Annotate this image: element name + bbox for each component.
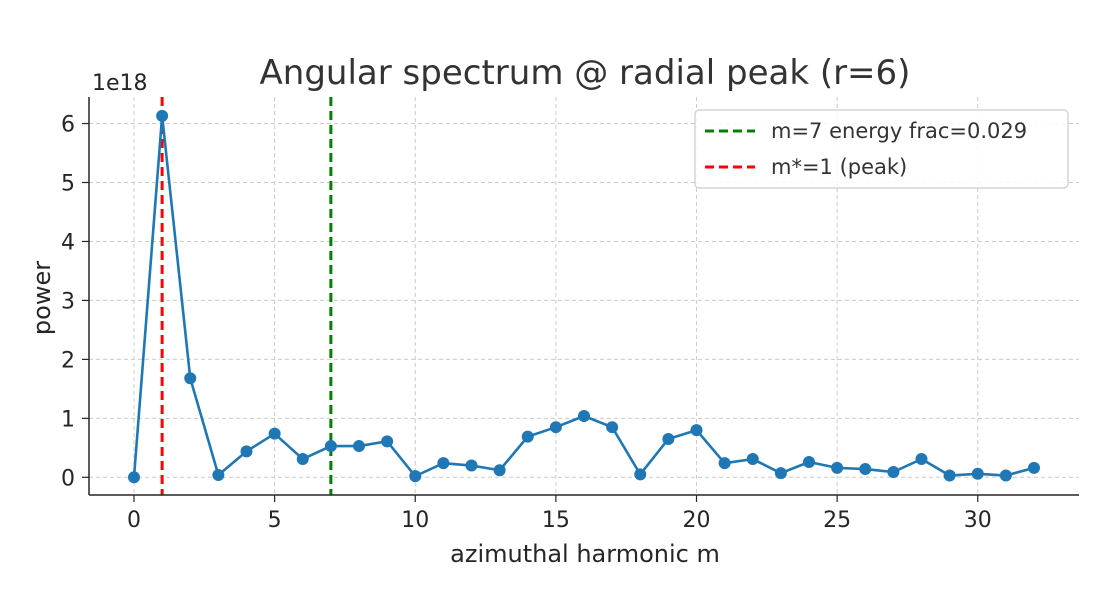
data-point-m5 bbox=[268, 427, 281, 440]
data-point-m23 bbox=[774, 467, 787, 480]
data-point-m7 bbox=[324, 440, 337, 453]
data-point-m32 bbox=[1028, 461, 1040, 474]
x-tick-label: 10 bbox=[401, 508, 429, 533]
y-axis-multiplier: 1e18 bbox=[92, 71, 148, 96]
data-point-m0 bbox=[128, 471, 140, 484]
y-tick-label: 6 bbox=[61, 113, 75, 138]
y-axis-label: power bbox=[28, 261, 56, 335]
data-point-m24 bbox=[803, 455, 815, 468]
legend-box bbox=[694, 109, 1069, 189]
data-point-m4 bbox=[240, 445, 253, 458]
data-point-m25 bbox=[831, 461, 844, 474]
data-point-m28 bbox=[915, 453, 928, 466]
data-point-m14 bbox=[521, 430, 534, 443]
data-point-m8 bbox=[353, 440, 365, 453]
y-tick-label: 0 bbox=[61, 466, 75, 491]
y-tick-label: 3 bbox=[61, 289, 75, 314]
data-point-m9 bbox=[381, 435, 394, 448]
y-tick-label: 4 bbox=[61, 230, 75, 255]
data-point-m31 bbox=[999, 469, 1012, 482]
data-point-m3 bbox=[212, 468, 225, 481]
data-point-m2 bbox=[184, 372, 197, 385]
x-axis-label: azimuthal harmonic m bbox=[450, 540, 720, 568]
data-point-m12 bbox=[465, 459, 478, 472]
y-tick-label: 5 bbox=[61, 171, 75, 196]
data-point-m30 bbox=[971, 467, 984, 480]
data-point-m10 bbox=[409, 470, 422, 483]
legend: m=7 energy frac=0.029 m*=1 (peak) bbox=[694, 109, 1069, 189]
data-point-m15 bbox=[549, 421, 562, 434]
data-point-m29 bbox=[943, 469, 956, 482]
y-tick-labels: 0 1 2 3 4 5 6 bbox=[61, 113, 75, 492]
data-point-m19 bbox=[662, 432, 675, 445]
data-point-m11 bbox=[437, 457, 450, 470]
data-point-m1 bbox=[156, 109, 169, 122]
data-point-m17 bbox=[606, 421, 619, 434]
axes bbox=[82, 97, 1079, 502]
x-tick-label: 25 bbox=[823, 508, 851, 533]
data-point-m18 bbox=[634, 468, 647, 481]
y-tick-label: 2 bbox=[61, 348, 75, 373]
data-point-m13 bbox=[493, 464, 506, 477]
x-tick-label: 20 bbox=[683, 508, 711, 533]
data-point-m22 bbox=[746, 453, 759, 466]
y-tick-label: 1 bbox=[61, 407, 75, 432]
legend-label: m=7 energy frac=0.029 bbox=[771, 119, 1027, 143]
data-point-m6 bbox=[296, 453, 309, 466]
data-point-m21 bbox=[718, 457, 731, 470]
x-tick-label: 5 bbox=[268, 508, 282, 533]
legend-label: m*=1 (peak) bbox=[771, 155, 907, 179]
data-point-m26 bbox=[859, 463, 872, 476]
x-tick-label: 15 bbox=[542, 508, 570, 533]
reference-lines bbox=[160, 97, 333, 495]
data-point-m16 bbox=[578, 409, 590, 422]
x-tick-labels: 0 5 10 15 20 25 30 bbox=[127, 508, 992, 533]
data-series bbox=[128, 109, 1040, 484]
chart-title: Angular spectrum @ radial peak (r=6) bbox=[260, 53, 911, 93]
data-point-m20 bbox=[690, 424, 703, 437]
x-tick-label: 30 bbox=[964, 508, 992, 533]
x-tick-label: 0 bbox=[127, 508, 141, 533]
data-point-m27 bbox=[887, 466, 900, 479]
